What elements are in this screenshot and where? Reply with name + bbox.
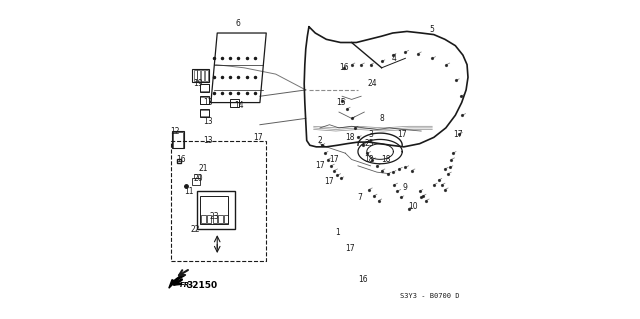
Bar [201, 70, 204, 81]
Bar [224, 215, 228, 223]
Text: 11: 11 [184, 187, 193, 196]
Text: 8: 8 [380, 114, 384, 123]
Text: 6: 6 [236, 19, 240, 28]
Text: 17: 17 [330, 155, 339, 164]
Bar [200, 84, 209, 92]
Text: 17: 17 [345, 243, 355, 253]
Text: 13: 13 [203, 136, 212, 145]
Text: 23: 23 [209, 212, 219, 221]
Text: 15: 15 [336, 98, 346, 107]
Text: 12: 12 [170, 127, 179, 136]
Bar [172, 131, 184, 148]
Text: 16: 16 [339, 63, 349, 72]
Bar [197, 70, 200, 81]
Bar [192, 69, 209, 82]
Bar [205, 70, 208, 81]
Polygon shape [169, 274, 185, 288]
Bar [200, 196, 228, 224]
Bar [200, 109, 209, 117]
Bar [173, 132, 184, 148]
Text: 13: 13 [203, 98, 212, 107]
Text: 17: 17 [452, 130, 462, 139]
Text: FR: FR [180, 282, 190, 288]
Text: 25: 25 [364, 139, 374, 148]
Text: 17: 17 [315, 161, 325, 170]
Bar [193, 70, 196, 81]
Bar [230, 100, 239, 107]
Text: 21: 21 [198, 165, 208, 174]
Text: 32150: 32150 [186, 280, 218, 290]
Text: 13: 13 [203, 117, 212, 126]
Bar [200, 96, 209, 104]
Bar [207, 215, 211, 223]
Text: 18: 18 [346, 133, 355, 142]
Text: S3Y3 - B0700 D: S3Y3 - B0700 D [399, 293, 459, 299]
Text: 22: 22 [190, 225, 200, 234]
Text: 17: 17 [253, 133, 263, 142]
Bar [213, 215, 217, 223]
Text: 17: 17 [397, 130, 407, 139]
Text: 19: 19 [193, 79, 203, 88]
Bar [218, 215, 223, 223]
Text: 18: 18 [381, 155, 391, 164]
Text: 24: 24 [367, 79, 377, 88]
Bar [200, 109, 209, 116]
Text: 16: 16 [358, 275, 367, 284]
Bar [192, 178, 200, 185]
Text: 7: 7 [357, 193, 362, 202]
Text: 10: 10 [408, 203, 418, 211]
Text: 3: 3 [368, 130, 373, 139]
Bar [172, 141, 266, 261]
Text: 1: 1 [335, 228, 340, 237]
Bar [196, 191, 235, 229]
Text: 4: 4 [392, 54, 397, 63]
Text: 16: 16 [176, 155, 186, 164]
Text: 9: 9 [403, 183, 408, 192]
Text: 17: 17 [324, 177, 334, 186]
Bar [200, 97, 209, 104]
Bar [200, 84, 209, 91]
Bar [202, 215, 205, 223]
Text: 2: 2 [317, 136, 323, 145]
Text: 5: 5 [430, 25, 435, 34]
Text: 18: 18 [364, 155, 374, 164]
Text: 14: 14 [234, 101, 244, 110]
Bar [193, 174, 200, 178]
Text: 20: 20 [193, 174, 203, 183]
